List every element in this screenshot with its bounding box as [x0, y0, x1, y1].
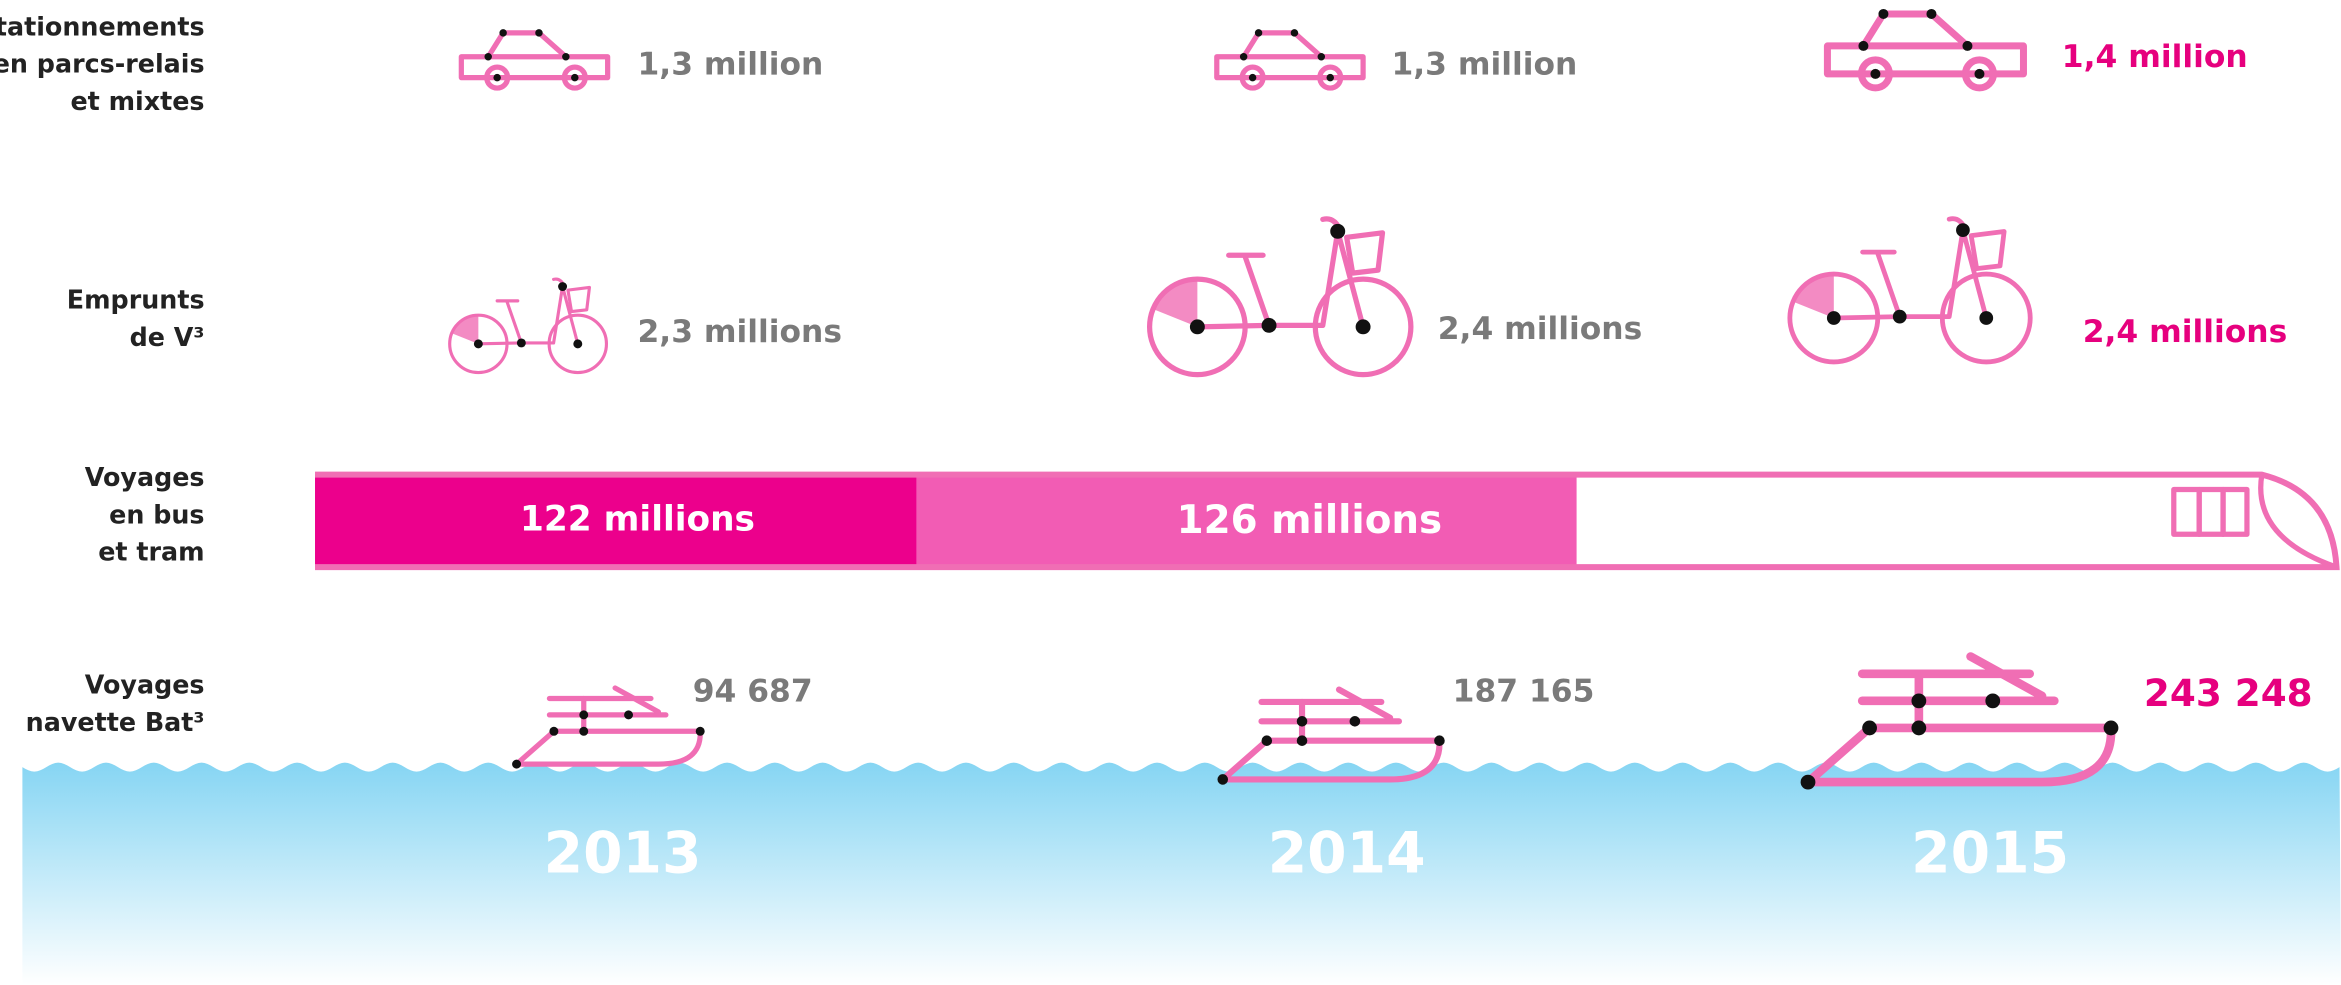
bike-icon [450, 279, 607, 372]
row-label: navette Bat³ [26, 707, 205, 737]
value: 243 248 [2144, 671, 2313, 715]
row-label: Voyages [85, 462, 205, 492]
value: 1,4 million [2062, 39, 2248, 75]
row-label: Emprunts [67, 284, 205, 314]
value: 94 687 [693, 673, 813, 709]
value: 1,3 million [1391, 47, 1577, 83]
row-label: de V³ [130, 322, 205, 352]
value: 2,4 millions [2083, 314, 2288, 350]
infographic: Stationnements en parcs-relais et mixtes… [0, 0, 2341, 985]
row-label: en bus [109, 499, 204, 529]
value: 126 millions [1177, 498, 1443, 543]
value: 2,4 millions [1438, 311, 1643, 347]
bike-icon [1150, 219, 1411, 375]
value: 1,3 million [638, 47, 824, 83]
row-label: Stationnements [0, 11, 205, 41]
car-icon [1827, 9, 2023, 88]
car-icon [461, 29, 607, 88]
row-label: et mixtes [70, 86, 204, 116]
value: 2,3 millions [638, 314, 843, 350]
row-label: et tram [98, 537, 204, 567]
year: 2014 [1268, 820, 1426, 886]
row-label: Voyages [85, 670, 205, 700]
value: 187 165 [1453, 673, 1595, 709]
car-icon [1217, 29, 1363, 88]
boat-icon [512, 688, 705, 769]
year: 2013 [544, 820, 702, 886]
row-label: en parcs-relais [0, 49, 205, 79]
tram-windows [2174, 490, 2247, 535]
bike-icon [1790, 219, 2030, 362]
value: 122 millions [520, 499, 755, 539]
year: 2015 [1911, 820, 2069, 886]
value: 130 millions [1808, 495, 2104, 545]
